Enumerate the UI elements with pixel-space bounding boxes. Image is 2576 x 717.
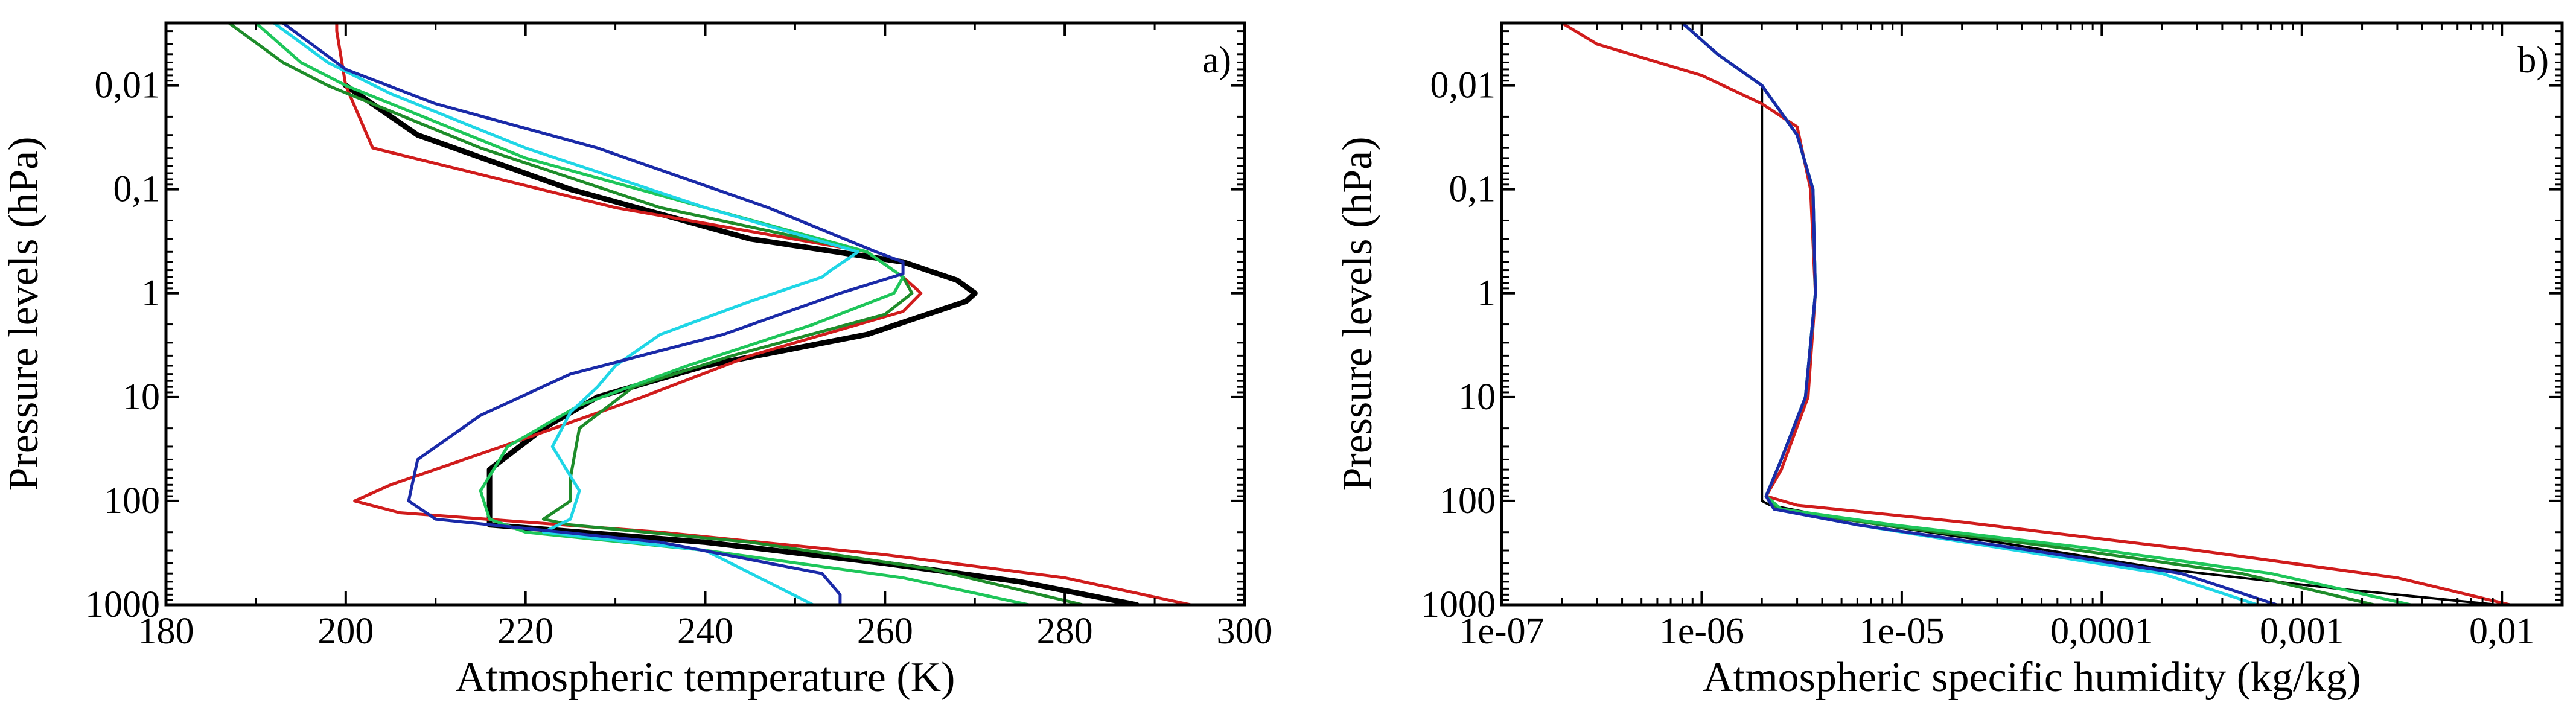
y-tick-label: 0,1 [113, 169, 161, 210]
series-line-black [343, 83, 1140, 605]
y-tick-label: 1 [1477, 273, 1496, 314]
y-tick-label: 100 [1439, 480, 1496, 521]
x-axis-label: Atmospheric specific humidity (kg/kg) [1703, 654, 2361, 701]
y-tick-label: 1000 [85, 584, 160, 625]
y-tick-label: 0,01 [95, 65, 161, 106]
x-tick-label: 260 [857, 611, 913, 652]
series-line-blue [281, 23, 905, 605]
panel-b: 1e-07 1e-06 1e-05 0,0001 0,001 0,01 0,01 0,1 1 10… [1334, 21, 2564, 701]
x-tick-label: 1e-06 [1659, 611, 1744, 652]
series-line-lime [254, 23, 1031, 605]
panel-label: a) [1202, 40, 1231, 81]
series-group [1560, 23, 2512, 605]
series-line-cyan [1680, 23, 2259, 605]
y-tick-label: 10 [123, 377, 160, 418]
x-tick-label: 220 [497, 611, 553, 652]
plot-frame [1500, 21, 2564, 607]
series-line-blue [1680, 23, 2278, 605]
series-line-green [1680, 23, 2376, 605]
series-group [227, 23, 1193, 605]
y-tick-label: 0,01 [1430, 65, 1496, 106]
y-axis-label: Pressure levels (hPa) [1334, 136, 1381, 491]
x-tick-label: 180 [138, 611, 194, 652]
panel-label: b) [2517, 40, 2549, 81]
series-line-green [227, 23, 1085, 605]
y-axis-label: Pressure levels (hPa) [1, 136, 47, 491]
series-line-red [1560, 23, 2512, 605]
y-tick-label: 100 [104, 480, 160, 521]
y-tick-label: 1000 [1421, 584, 1496, 625]
x-tick-label: 300 [1217, 611, 1273, 652]
x-tick-label: 200 [317, 611, 374, 652]
x-tick-label: 1e-05 [1859, 611, 1944, 652]
plot-frame [164, 21, 1246, 607]
y-tick-label: 1 [141, 273, 160, 314]
x-tick-label: 0,001 [2260, 611, 2344, 652]
x-tick-label: 1e-07 [1459, 611, 1544, 652]
y-tick-label: 10 [1458, 377, 1496, 418]
panel-a: 180 200 220 240 260 280 300 0,01 0,1 1 10 100 1000 At… [1, 21, 1273, 701]
x-tick-label: 0,01 [2469, 611, 2535, 652]
x-tick-label: 280 [1037, 611, 1093, 652]
x-tick-label: 240 [677, 611, 733, 652]
y-tick-label: 0,1 [1449, 169, 1496, 210]
series-line-lime [1680, 23, 2412, 605]
x-tick-label: 0,0001 [2050, 611, 2154, 652]
series-line-cyan [272, 23, 860, 605]
x-axis-label: Atmospheric temperature (K) [455, 654, 955, 701]
